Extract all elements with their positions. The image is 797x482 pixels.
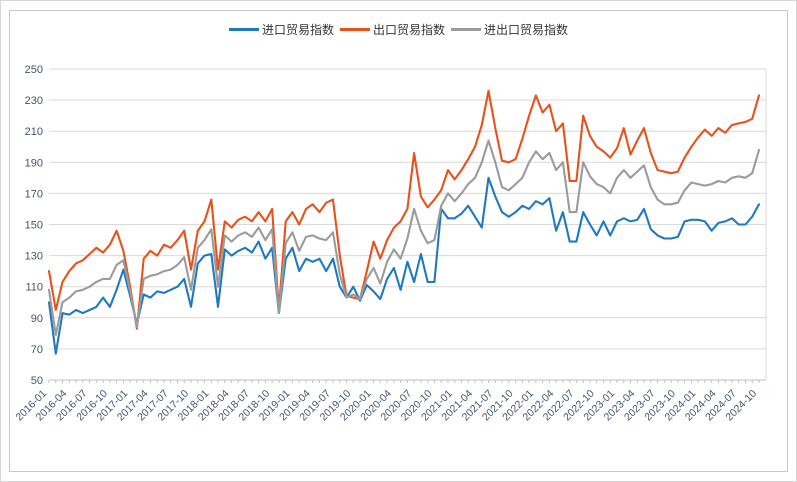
svg-text:150: 150 [25, 220, 43, 232]
svg-text:70: 70 [31, 344, 43, 356]
series-line-1 [47, 89, 761, 330]
x-axis-ticks [48, 380, 760, 383]
svg-text:250: 250 [25, 64, 43, 76]
svg-text:90: 90 [31, 313, 43, 325]
svg-text:170: 170 [25, 188, 43, 200]
legend-line-swatch-export-icon [339, 28, 370, 31]
legend-line-swatch-import-export-icon [451, 28, 481, 31]
legend-item-import: 进口贸易指数 [228, 21, 334, 38]
legend-label-export: 出口贸易指数 [372, 23, 445, 37]
svg-text:210: 210 [25, 126, 43, 138]
svg-text:230: 230 [25, 95, 43, 107]
svg-text:190: 190 [25, 157, 43, 169]
legend-label-import-export: 进出口贸易指数 [484, 23, 569, 37]
y-axis-labels: 50 70 90 110 130 150 170 190 210 230 250 [25, 64, 43, 387]
legend-label-import: 进口贸易指数 [261, 23, 334, 37]
chart-legend: 进口贸易指数 出口贸易指数 进出口贸易指数 [1, 21, 796, 38]
svg-text:110: 110 [25, 282, 43, 294]
x-axis-labels: 2016-012016-042016-072016-102017-012017-… [13, 388, 759, 424]
legend-item-export: 出口贸易指数 [339, 21, 445, 38]
legend-line-swatch-import-icon [228, 28, 259, 31]
series-line-0 [47, 176, 761, 355]
svg-text:130: 130 [25, 251, 43, 263]
legend-item-import-export: 进出口贸易指数 [451, 21, 568, 38]
series-line-2 [47, 139, 761, 336]
svg-text:50: 50 [31, 375, 43, 387]
gridlines [49, 68, 766, 381]
